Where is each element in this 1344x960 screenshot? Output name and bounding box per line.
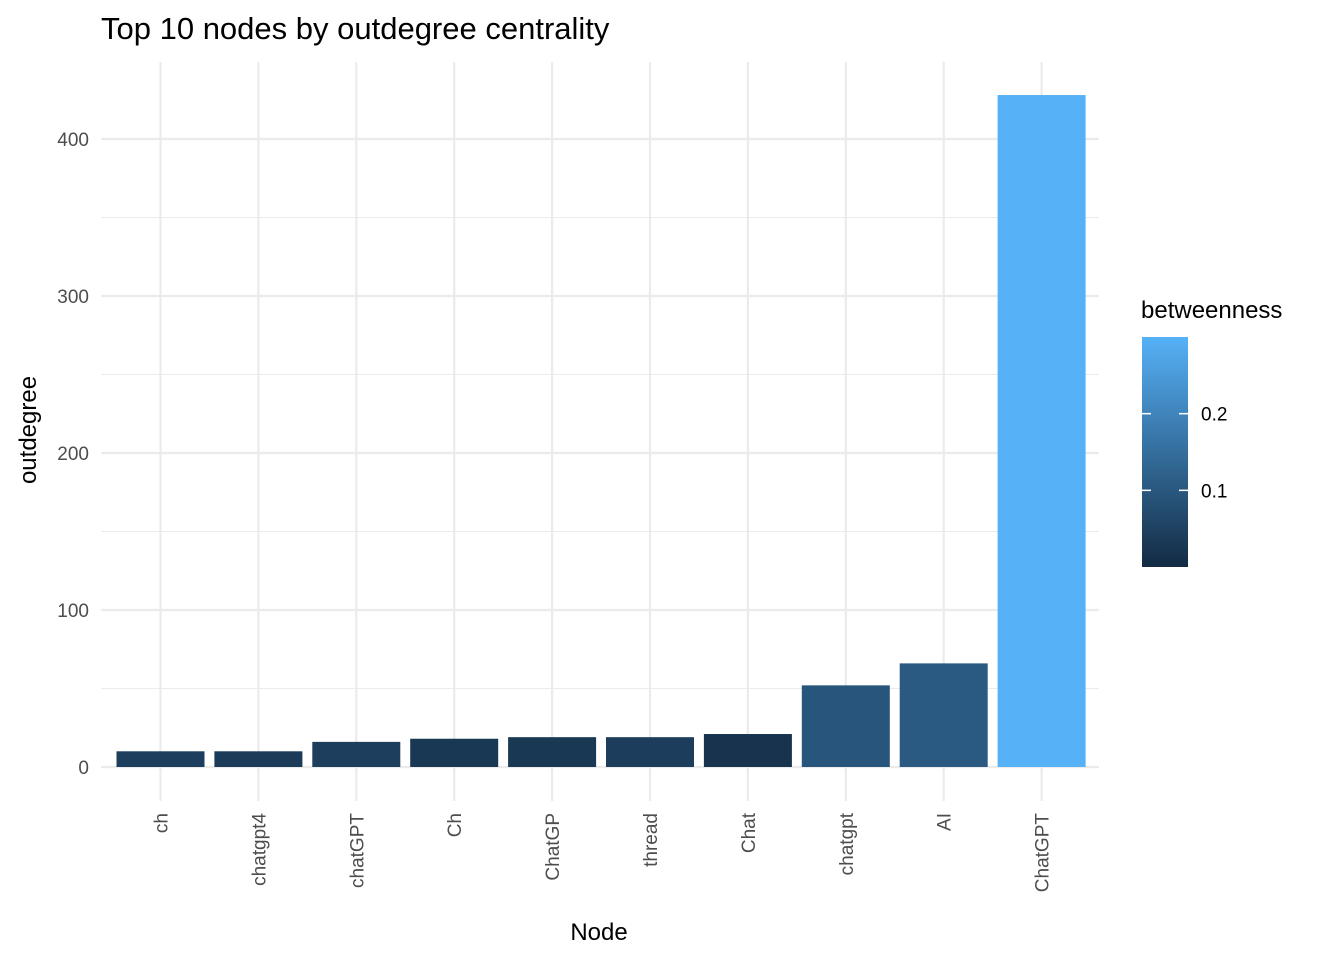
legend-ticks: 0.1 0.2 xyxy=(1142,405,1227,502)
x-tick-label: chatgpt4 xyxy=(249,813,270,886)
y-axis-title: outdegree xyxy=(15,376,42,484)
bar-Ch xyxy=(410,738,499,767)
bar-chatgpt xyxy=(801,685,890,767)
y-tick-label: 200 xyxy=(57,444,89,465)
bar-chatGPT xyxy=(312,741,401,767)
y-tick-label: 400 xyxy=(57,130,89,151)
legend-colorbar xyxy=(1142,337,1188,567)
x-tick-label: ch xyxy=(152,813,173,833)
x-tick-label: chatgpt xyxy=(837,812,858,875)
bar-chatgpt4 xyxy=(214,751,303,767)
grid xyxy=(101,62,1099,801)
legend: betweenness 0.1 0.2 xyxy=(1141,297,1282,567)
y-axis-ticks: 0 100 200 300 400 xyxy=(57,130,89,779)
bar-ch xyxy=(116,751,205,767)
bar-Chat xyxy=(703,734,792,767)
x-tick-label: ChatGP xyxy=(543,813,564,881)
bar-ChatGP xyxy=(508,737,597,767)
chart-title: Top 10 nodes by outdegree centrality xyxy=(101,11,610,46)
bar-thread xyxy=(606,737,694,767)
legend-title: betweenness xyxy=(1141,297,1282,324)
legend-tick-label: 0.2 xyxy=(1201,405,1227,426)
x-axis-title: Node xyxy=(570,919,627,946)
x-tick-label: thread xyxy=(641,813,662,867)
bar-ChatGPT xyxy=(997,95,1086,768)
x-tick-label: ChatGPT xyxy=(1033,813,1054,893)
bars xyxy=(116,95,1086,768)
y-tick-label: 0 xyxy=(78,758,89,779)
legend-tick-label: 0.1 xyxy=(1201,481,1227,502)
bar-AI xyxy=(899,663,988,767)
x-tick-label: chatGPT xyxy=(347,813,368,888)
y-tick-label: 100 xyxy=(57,601,89,622)
x-tick-label: Ch xyxy=(445,813,466,837)
x-axis-ticks: ch chatgpt4 chatGPT Ch ChatGP thread Chat chatg… xyxy=(152,812,1054,892)
x-tick-label: Chat xyxy=(739,812,760,853)
x-tick-label: AI xyxy=(935,813,956,831)
y-tick-label: 300 xyxy=(57,287,89,308)
